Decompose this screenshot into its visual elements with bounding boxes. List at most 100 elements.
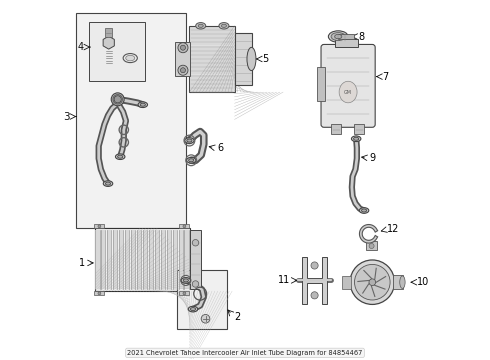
Bar xyxy=(179,291,190,296)
Text: 12: 12 xyxy=(387,224,399,234)
Text: 3: 3 xyxy=(63,112,70,122)
Circle shape xyxy=(311,262,318,269)
Ellipse shape xyxy=(221,24,226,27)
Circle shape xyxy=(178,43,188,53)
Text: GM: GM xyxy=(344,90,352,95)
Bar xyxy=(95,224,104,228)
Bar xyxy=(318,67,325,101)
Polygon shape xyxy=(302,257,327,304)
Circle shape xyxy=(183,292,186,295)
Ellipse shape xyxy=(118,155,123,158)
Ellipse shape xyxy=(126,55,135,61)
Bar xyxy=(95,291,104,296)
Circle shape xyxy=(111,93,124,106)
Ellipse shape xyxy=(189,159,194,162)
Circle shape xyxy=(98,225,101,228)
Bar xyxy=(179,224,190,228)
Text: 7: 7 xyxy=(382,72,389,82)
Ellipse shape xyxy=(103,181,113,186)
Bar xyxy=(342,276,351,289)
Bar xyxy=(96,230,99,289)
Ellipse shape xyxy=(198,24,203,27)
Ellipse shape xyxy=(362,209,367,212)
Bar xyxy=(95,228,190,291)
Bar xyxy=(149,230,153,289)
Ellipse shape xyxy=(400,276,405,288)
Circle shape xyxy=(369,279,376,285)
Bar xyxy=(137,230,141,289)
Bar xyxy=(125,230,129,289)
Text: 5: 5 xyxy=(262,54,269,64)
Bar xyxy=(354,124,365,134)
Circle shape xyxy=(201,315,210,323)
Bar xyxy=(338,34,354,40)
Circle shape xyxy=(180,68,186,73)
Bar xyxy=(366,241,377,249)
Bar xyxy=(178,230,183,289)
Ellipse shape xyxy=(188,306,198,312)
Ellipse shape xyxy=(183,279,189,282)
Bar xyxy=(89,22,145,81)
Ellipse shape xyxy=(191,307,196,311)
Bar xyxy=(177,270,227,329)
Circle shape xyxy=(369,243,374,248)
Bar xyxy=(113,230,118,289)
Polygon shape xyxy=(103,36,114,49)
Ellipse shape xyxy=(185,138,194,143)
Text: 8: 8 xyxy=(358,32,364,41)
Ellipse shape xyxy=(140,103,146,106)
Ellipse shape xyxy=(196,23,206,29)
Bar xyxy=(393,275,403,289)
Ellipse shape xyxy=(359,208,369,213)
Circle shape xyxy=(178,65,188,75)
Bar xyxy=(76,13,186,228)
Ellipse shape xyxy=(328,31,348,42)
Circle shape xyxy=(114,96,122,103)
Ellipse shape xyxy=(335,35,342,39)
Ellipse shape xyxy=(138,102,147,108)
Circle shape xyxy=(98,292,101,295)
Bar xyxy=(107,230,111,289)
Ellipse shape xyxy=(187,139,192,142)
Bar xyxy=(167,230,171,289)
Ellipse shape xyxy=(247,48,256,71)
Bar xyxy=(101,230,105,289)
Text: 10: 10 xyxy=(417,277,429,287)
Bar xyxy=(119,230,123,289)
Circle shape xyxy=(311,292,318,299)
Text: 4: 4 xyxy=(77,42,84,52)
Ellipse shape xyxy=(105,182,111,185)
Text: 2: 2 xyxy=(234,312,241,322)
Circle shape xyxy=(192,239,199,246)
Bar xyxy=(161,230,165,289)
Ellipse shape xyxy=(339,81,357,103)
Ellipse shape xyxy=(351,136,361,141)
Text: 11: 11 xyxy=(278,275,290,285)
Bar xyxy=(172,230,177,289)
Bar xyxy=(235,33,252,85)
Bar xyxy=(190,26,235,92)
Text: 1: 1 xyxy=(79,258,85,268)
Ellipse shape xyxy=(187,157,196,163)
Bar xyxy=(175,42,190,76)
Circle shape xyxy=(192,281,199,287)
Ellipse shape xyxy=(354,137,359,140)
Bar xyxy=(335,40,358,47)
Circle shape xyxy=(350,260,394,305)
Circle shape xyxy=(180,45,186,50)
Text: 2021 Chevrolet Tahoe Intercooler Air Inlet Tube Diagram for 84854467: 2021 Chevrolet Tahoe Intercooler Air Inl… xyxy=(127,350,363,356)
Circle shape xyxy=(355,264,390,300)
FancyBboxPatch shape xyxy=(321,44,375,127)
Ellipse shape xyxy=(331,33,345,41)
Bar xyxy=(143,230,147,289)
Bar xyxy=(190,230,201,289)
Text: 6: 6 xyxy=(217,143,223,153)
Text: 9: 9 xyxy=(369,153,375,163)
Bar xyxy=(131,230,135,289)
Bar xyxy=(185,230,189,289)
Ellipse shape xyxy=(219,23,229,29)
Ellipse shape xyxy=(181,278,191,283)
Circle shape xyxy=(183,225,186,228)
Bar xyxy=(331,124,341,134)
Bar xyxy=(105,28,112,37)
